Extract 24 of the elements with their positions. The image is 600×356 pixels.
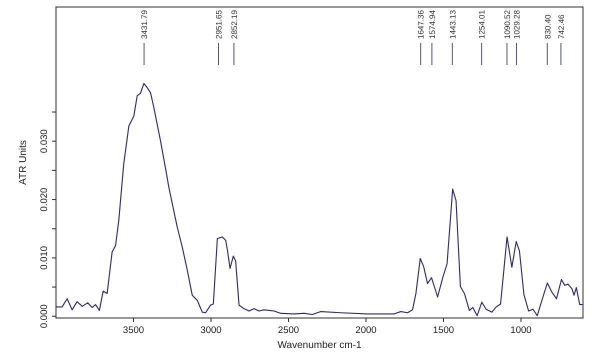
x-tick-label: 1000 <box>510 325 532 336</box>
ref-line-label: 1647.36 <box>416 10 426 39</box>
y-axis-title: ATR Units <box>18 140 29 185</box>
y-tick-label: 0.020 <box>39 188 50 212</box>
line-series <box>55 82 584 316</box>
y-tick-label: 0.010 <box>39 246 50 270</box>
x-axis-title: Wavenumber cm-1 <box>277 340 362 351</box>
y-tick-label: 0.030 <box>39 129 50 154</box>
ref-line-label: 2951.65 <box>214 10 224 39</box>
ref-line-label: 1254.01 <box>478 10 487 39</box>
ref-line-label: 742.46 <box>556 14 566 39</box>
ref-line-label: 1443.13 <box>448 10 458 39</box>
ref-line-label: 3431.79 <box>140 10 150 39</box>
ref-line-label: 1029.28 <box>512 10 522 39</box>
x-tick-label: 2500 <box>278 325 300 336</box>
x-tick-label: 2000 <box>355 325 377 336</box>
x-tick-label: 3500 <box>122 325 144 336</box>
ref-line-label: 1574.94 <box>428 10 437 39</box>
ref-line-label: 830.40 <box>543 14 552 39</box>
ref-line-label: 1090.52 <box>502 10 512 39</box>
x-tick-label: 1500 <box>432 325 454 336</box>
ref-line-label: 2852.19 <box>230 10 239 39</box>
y-tick-label: 0.000 <box>39 304 50 328</box>
x-tick-label: 3000 <box>200 325 222 336</box>
